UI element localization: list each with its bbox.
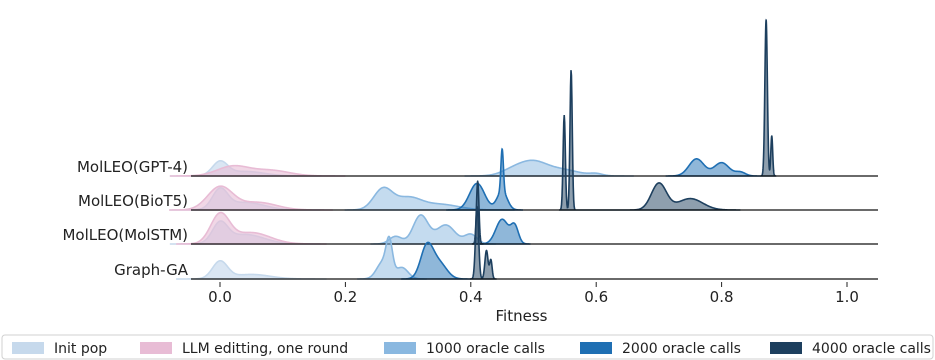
row-label: Graph-GA <box>114 261 189 279</box>
legend-item: 1000 oracle calls <box>384 341 545 357</box>
x-tick-label: 1.0 <box>835 288 859 306</box>
legend-swatch <box>12 342 44 354</box>
x-tick-label: 0.4 <box>459 288 483 306</box>
legend-item: 4000 oracle calls <box>770 341 931 357</box>
row-label: MolLEO(GPT-4) <box>77 158 188 176</box>
density-curve <box>476 218 531 245</box>
legend-item: Init pop <box>12 341 107 357</box>
x-axis: 0.0 0.2 0.4 0.6 0.8 1.0 <box>208 282 859 306</box>
x-axis-title: Fitness <box>496 307 548 325</box>
row-label: MolLEO(MolSTM) <box>62 226 188 244</box>
density-curve <box>446 147 524 211</box>
x-tick-label: 0.8 <box>710 288 734 306</box>
density-curve <box>665 158 761 177</box>
legend-item: 2000 oracle calls <box>580 341 741 357</box>
ridge-row <box>176 205 878 280</box>
x-tick-label: 0.2 <box>333 288 357 306</box>
ridge-row <box>169 18 878 177</box>
x-tick-label: 0.6 <box>584 288 608 306</box>
legend-label: 2000 oracle calls <box>622 341 741 357</box>
legend-label: 4000 oracle calls <box>812 341 931 357</box>
legend-swatch <box>770 342 802 354</box>
legend-label: LLM editting, one round <box>182 341 348 357</box>
legend-label: 1000 oracle calls <box>426 341 545 357</box>
legend: Init pop LLM editting, one round 1000 orac… <box>1 334 934 360</box>
density-curve <box>176 211 327 245</box>
density-curve <box>464 159 634 177</box>
density-curve <box>169 185 333 211</box>
x-tick-label: 0.0 <box>208 288 232 306</box>
ridge-row <box>169 180 878 245</box>
row-labels: MolLEO(GPT-4) MolLEO(BioT5) MolLEO(MolSTM)… <box>62 158 188 279</box>
legend-item: LLM editting, one round <box>140 341 348 357</box>
legend-label: Init pop <box>54 341 107 357</box>
row-label: MolLEO(BioT5) <box>78 192 188 210</box>
density-curve <box>176 259 327 280</box>
ridge-row <box>169 70 878 211</box>
density-curve <box>760 18 777 177</box>
legend-swatch <box>580 342 612 354</box>
legend-swatch <box>140 342 172 354</box>
density-curve <box>558 70 741 211</box>
density-curve <box>470 205 497 280</box>
density-curve <box>169 164 346 177</box>
legend-frame <box>1 334 934 360</box>
ridges <box>169 18 878 280</box>
legend-swatch <box>384 342 416 354</box>
density-curve <box>401 241 471 280</box>
